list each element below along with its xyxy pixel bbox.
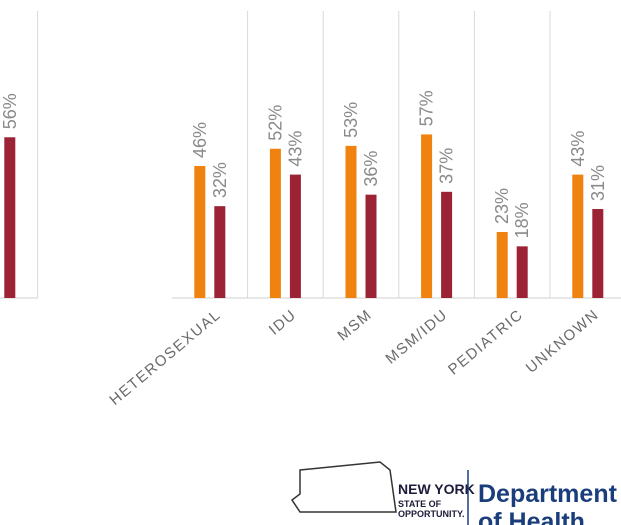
value-label: 53% [341,102,361,138]
bar [572,174,584,298]
state-outline [290,461,397,513]
value-label: 57% [417,90,437,126]
logo-state: NEW YORK [398,481,475,497]
x-tick-label: PEDIATRIC [445,306,527,378]
value-label: 52% [265,105,285,141]
logo-dept: of Health [478,508,585,525]
bar [194,165,206,298]
x-tick-label: UNKNOWN [523,306,603,377]
value-label: 43% [568,131,588,167]
value-label: 18% [512,202,532,238]
x-tick-label: HETEROSEXUAL [106,306,224,409]
value-label: 37% [437,148,457,184]
bar [345,145,357,298]
x-tick-label: IDU [266,306,300,339]
bar [592,209,604,298]
bar [4,137,16,298]
bar [496,231,508,298]
x-tick-label: MSM [334,306,375,344]
value-label: 46% [190,122,210,158]
logo: NEW YORK STATE OF OPPORTUNITY. Departmen… [290,461,618,525]
bar [421,134,433,298]
bar [365,194,377,298]
value-label: 23% [492,188,512,224]
value-label: 43% [285,131,305,167]
logo-tagline: STATE OF [398,499,442,509]
bar [269,148,281,298]
value-label: 32% [210,162,230,198]
logo-dept: Department [478,480,618,508]
value-label: 36% [361,151,381,187]
bar [441,191,453,298]
value-label: 31% [588,165,608,201]
bar [289,174,301,298]
bar [516,246,528,298]
x-tick-label: MSM/IDU [382,306,451,368]
value-label: 56% [0,93,20,129]
logo-tagline: OPPORTUNITY. [398,509,465,519]
bar [214,206,226,298]
